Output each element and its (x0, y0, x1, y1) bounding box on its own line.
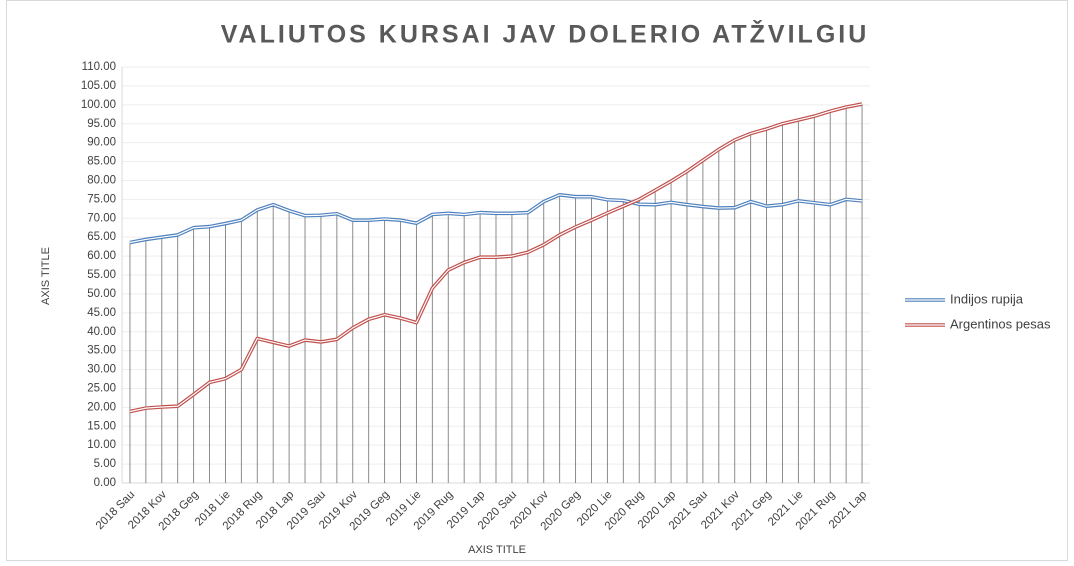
y-tick-label: 95.00 (87, 118, 116, 130)
y-tick-label: 15.00 (87, 420, 116, 432)
y-tick-label: 40.00 (87, 326, 116, 338)
chart-frame (6, 0, 1068, 561)
y-tick-label: 25.00 (87, 382, 116, 394)
y-tick-label: 65.00 (87, 231, 116, 243)
legend-label: Argentinos pesas (950, 316, 1051, 331)
y-tick-label: 85.00 (87, 156, 116, 168)
y-tick-label: 0.00 (94, 477, 116, 489)
y-tick-label: 80.00 (87, 174, 116, 186)
y-tick-label: 100.00 (81, 99, 116, 111)
y-tick-label: 30.00 (87, 364, 116, 376)
legend-label: Indijos rupija (950, 291, 1024, 306)
y-tick-label: 50.00 (87, 288, 116, 300)
series-line-inner (129, 103, 863, 413)
series-line-inner (129, 194, 863, 244)
y-tick-label: 105.00 (81, 80, 116, 92)
y-axis-title: AXIS TITLE (40, 247, 52, 305)
y-tick-label: 60.00 (87, 250, 116, 262)
y-tick-label: 35.00 (87, 345, 116, 357)
y-tick-label: 20.00 (87, 401, 116, 413)
y-tick-label: 10.00 (87, 439, 116, 451)
y-tick-label: 55.00 (87, 269, 116, 281)
y-tick-label: 45.00 (87, 307, 116, 319)
y-tick-label: 110.00 (82, 61, 116, 73)
chart-title: VALIUTOS KURSAI JAV DOLERIO ATŽVILGIU (221, 19, 870, 49)
y-tick-label: 5.00 (94, 458, 116, 470)
x-axis-title: AXIS TITLE (468, 544, 526, 556)
y-tick-label: 90.00 (87, 137, 116, 149)
y-tick-label: 75.00 (87, 193, 116, 205)
y-tick-label: 70.00 (87, 212, 116, 224)
